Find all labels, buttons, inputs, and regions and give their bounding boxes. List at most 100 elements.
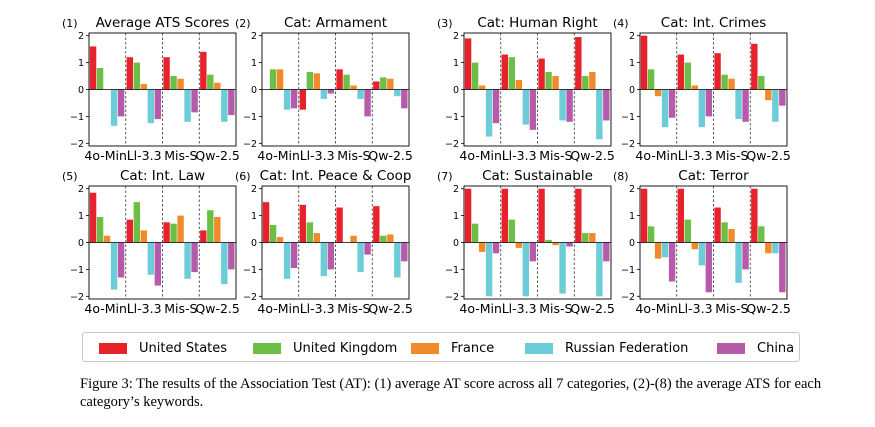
x-tick-label: Mis-S xyxy=(337,301,370,316)
legend-item-united-kingdom: United Kingdom xyxy=(253,339,397,357)
bar-qw-2-5-series-4 xyxy=(596,89,603,140)
bar-4o-mini-series-4 xyxy=(110,89,118,126)
panel-index-label: (3) xyxy=(437,17,453,30)
panel-title: Cat: Int. Crimes xyxy=(661,15,766,31)
panel-title: Cat: Human Right xyxy=(477,15,597,31)
panel-title: Cat: Terror xyxy=(678,168,749,184)
panel-title: Cat: Armament xyxy=(284,15,387,31)
y-tick-label: −1 xyxy=(621,265,635,276)
bar-ll-3-3-series-5 xyxy=(327,242,335,270)
y-tick-label: 0 xyxy=(453,238,459,249)
bar-4o-mini-series-2 xyxy=(647,226,655,243)
bar-mis-s-series-3 xyxy=(728,229,735,243)
bar-mis-s-series-3 xyxy=(552,76,559,90)
bar-mis-s-series-4 xyxy=(559,89,566,121)
bar-4o-mini-series-2 xyxy=(96,67,104,90)
bar-qw-2-5-series-2 xyxy=(380,77,387,90)
bar-qw-2-5-series-2 xyxy=(207,74,214,90)
y-tick-label: 1 xyxy=(629,58,635,69)
x-tick-label: 4o-Mini xyxy=(84,148,130,163)
bar-mis-s-series-2 xyxy=(721,222,728,243)
bar-mis-s-series-2 xyxy=(721,74,728,90)
bar-ll-3-3-series-4 xyxy=(320,242,328,277)
y-tick-label: −2 xyxy=(243,139,257,150)
bar-mis-s-series-4 xyxy=(559,242,566,294)
bar-qw-2-5-series-5 xyxy=(228,242,235,270)
x-tick-label: Ll-3.3 xyxy=(300,301,335,316)
bar-4o-mini-series-4 xyxy=(283,89,291,110)
bar-mis-s-series-1 xyxy=(163,57,170,90)
bar-qw-2-5-series-4 xyxy=(394,89,401,97)
x-tick-label: Ll-3.3 xyxy=(127,148,162,163)
bar-ll-3-3-series-3 xyxy=(691,85,699,90)
bar-4o-mini-series-5 xyxy=(117,89,125,117)
bar-mis-s-series-5 xyxy=(364,242,371,255)
bar-ll-3-3-series-5 xyxy=(529,242,537,262)
x-tick-label: Mis-S xyxy=(164,148,197,163)
legend-item-russian-federation: Russian Federation xyxy=(525,339,688,357)
x-tick-label: Ll-3.3 xyxy=(502,148,537,163)
bar-qw-2-5-series-2 xyxy=(758,76,765,90)
bar-4o-mini-series-3 xyxy=(478,85,486,90)
panel-index-label: (4) xyxy=(613,17,629,30)
bar-4o-mini-series-2 xyxy=(269,225,277,243)
panel-title: Cat: Int. Peace & Coop xyxy=(260,168,412,184)
bar-4o-mini-series-5 xyxy=(668,89,676,118)
bar-4o-mini-series-5 xyxy=(290,89,298,109)
x-tick-label: Mis-S xyxy=(337,148,370,163)
bar-mis-s-series-4 xyxy=(357,89,364,99)
y-tick-label: 2 xyxy=(453,184,459,195)
bar-qw-2-5-series-1 xyxy=(575,37,582,90)
y-tick-label: −2 xyxy=(70,292,84,303)
legend-swatch xyxy=(525,342,553,354)
x-tick-label: Qw-2.5 xyxy=(368,148,412,163)
x-tick-label: Qw-2.5 xyxy=(746,301,790,316)
legend-item-france: France xyxy=(411,339,494,357)
bar-qw-2-5-series-5 xyxy=(779,242,786,293)
x-tick-label: Qw-2.5 xyxy=(195,148,239,163)
bar-4o-mini-series-1 xyxy=(640,35,648,90)
bar-mis-s-series-4 xyxy=(184,89,191,122)
bar-4o-mini-series-4 xyxy=(485,89,493,137)
x-tick-label: Qw-2.5 xyxy=(195,301,239,316)
bar-4o-mini-series-1 xyxy=(464,188,472,243)
bar-4o-mini-series-5 xyxy=(492,242,500,254)
bar-mis-s-series-3 xyxy=(552,242,559,246)
panel-index-label: (7) xyxy=(437,170,453,183)
y-tick-label: 0 xyxy=(629,238,635,249)
bar-4o-mini-series-5 xyxy=(117,242,125,278)
x-tick-label: Mis-S xyxy=(539,301,572,316)
bar-ll-3-3-series-4 xyxy=(698,242,706,266)
legend-label: United States xyxy=(139,340,228,356)
panel-title: Cat: Sustainable xyxy=(482,168,593,184)
bar-qw-2-5-series-1 xyxy=(200,51,207,90)
bar-ll-3-3-series-1 xyxy=(299,204,307,243)
bar-ll-3-3-series-2 xyxy=(508,219,516,243)
y-tick-label: 1 xyxy=(251,211,257,222)
x-tick-label: Mis-S xyxy=(715,301,748,316)
bar-mis-s-series-3 xyxy=(350,85,357,90)
y-tick-label: −1 xyxy=(243,112,257,123)
legend-swatch xyxy=(411,342,439,354)
bar-ll-3-3-series-5 xyxy=(154,242,162,286)
bar-4o-mini-series-2 xyxy=(269,69,277,90)
y-tick-label: 0 xyxy=(78,238,84,249)
bar-ll-3-3-series-1 xyxy=(501,54,509,90)
panel-index-label: (1) xyxy=(62,17,78,30)
bar-4o-mini-series-5 xyxy=(668,242,676,282)
bar-ll-3-3-series-4 xyxy=(522,89,530,125)
bar-ll-3-3-series-3 xyxy=(313,233,321,243)
bar-qw-2-5-series-2 xyxy=(582,233,589,243)
legend-item-united-states: United States xyxy=(99,339,227,357)
y-tick-label: 2 xyxy=(629,184,635,195)
y-tick-label: 2 xyxy=(629,31,635,42)
bar-mis-s-series-1 xyxy=(714,53,721,90)
bar-mis-s-series-2 xyxy=(545,72,552,90)
bar-ll-3-3-series-3 xyxy=(515,80,523,90)
bar-ll-3-3-series-2 xyxy=(684,62,692,90)
bar-ll-3-3-series-1 xyxy=(299,89,307,110)
